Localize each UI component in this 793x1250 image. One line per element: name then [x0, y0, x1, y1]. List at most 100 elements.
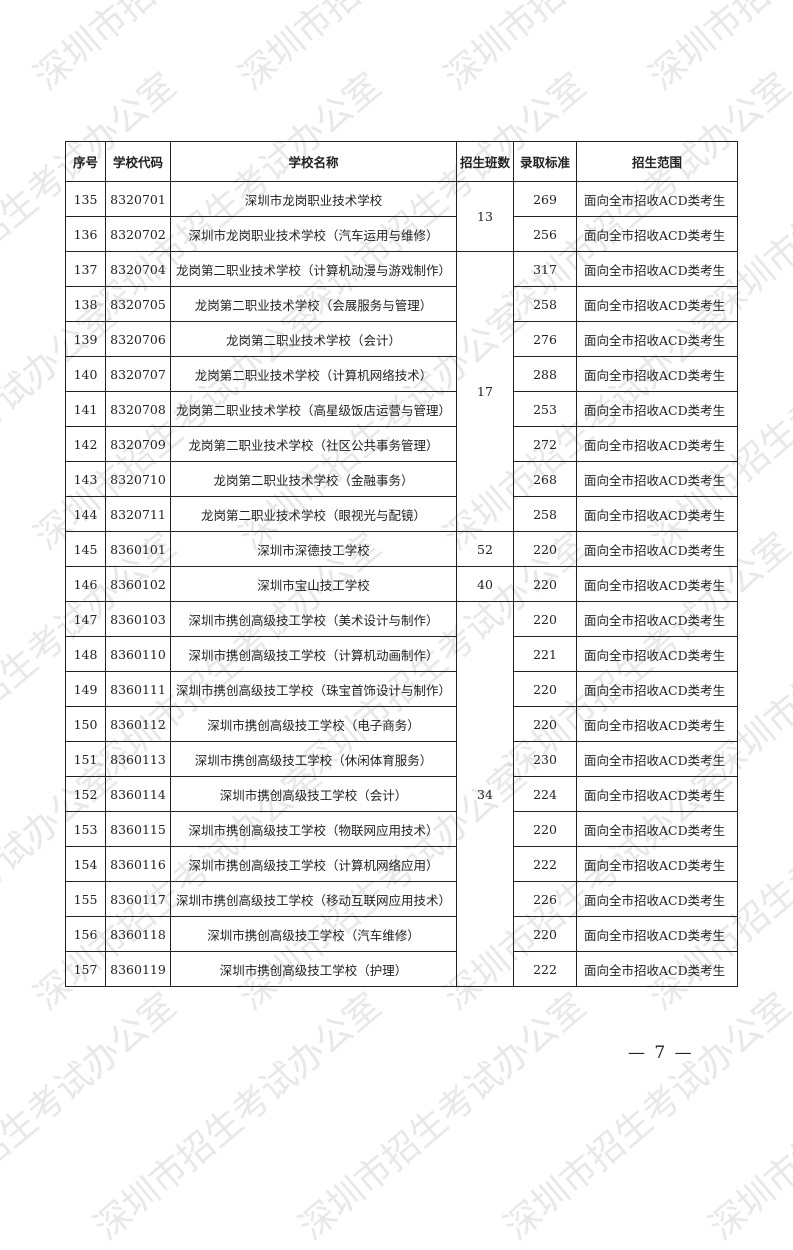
- table-row: 146 8360102 深圳市宝山技工学校 40 220 面向全市招收ACD类考生: [65, 566, 738, 602]
- cell-no: 152: [65, 776, 106, 812]
- cell-enrollment-scope: 面向全市招收ACD类考生: [576, 601, 738, 637]
- cell-school-code: 8360118: [105, 916, 171, 952]
- cell-school-name: 深圳市携创高级技工学校（护理）: [170, 951, 457, 987]
- cell-enrollment-scope: 面向全市招收ACD类考生: [576, 706, 738, 742]
- cell-school-code: 8360115: [105, 811, 171, 847]
- cell-school-code: 8360116: [105, 846, 171, 882]
- table-row: 137 8320704 龙岗第二职业技术学校（计算机动漫与游戏制作） 17 317 面向全…: [65, 251, 738, 532]
- cell-admission-score: 230: [513, 741, 577, 777]
- cell-school-code: 8320711: [105, 496, 171, 532]
- watermark-text: 深圳市招生考试办公室: [701, 985, 793, 1249]
- cell-school-code: 8320705: [105, 286, 171, 322]
- cell-school-name: 龙岗第二职业技术学校（社区公共事务管理）: [170, 426, 457, 462]
- header-scope: 招生范围: [576, 141, 738, 182]
- cell-enrollment-scope: 面向全市招收ACD类考生: [576, 181, 738, 217]
- cell-no: 148: [65, 636, 106, 672]
- cell-no: 146: [65, 566, 106, 602]
- cell-no: 155: [65, 881, 106, 917]
- cell-school-code: 8320709: [105, 426, 171, 462]
- cell-enrollment-scope: 面向全市招收ACD类考生: [576, 216, 738, 252]
- cell-admission-score: 221: [513, 636, 577, 672]
- header-no: 序号: [65, 141, 106, 182]
- cell-school-name: 深圳市携创高级技工学校（计算机网络应用）: [170, 846, 457, 882]
- cell-school-code: 8360119: [105, 951, 171, 987]
- cell-school-code: 8320702: [105, 216, 171, 252]
- cell-school-code: 8360103: [105, 601, 171, 637]
- cell-no: 144: [65, 496, 106, 532]
- cell-no: 157: [65, 951, 106, 987]
- cell-admission-score: 220: [513, 706, 577, 742]
- cell-admission-score: 258: [513, 496, 577, 532]
- cell-school-code: 8360110: [105, 636, 171, 672]
- cell-enrollment-scope: 面向全市招收ACD类考生: [576, 671, 738, 707]
- table-row: 157 8360119 深圳市携创高级技工学校（护理） 222 面向全市招收ACD类考生: [65, 951, 738, 987]
- cell-school-name: 深圳市携创高级技工学校（珠宝首饰设计与制作）: [170, 671, 457, 707]
- cell-no: 153: [65, 811, 106, 847]
- cell-school-name: 深圳市携创高级技工学校（会计）: [170, 776, 457, 812]
- cell-no: 147: [65, 601, 106, 637]
- cell-school-name: 深圳市携创高级技工学校（电子商务）: [170, 706, 457, 742]
- table-row: 156 8360118 深圳市携创高级技工学校（汽车维修） 220 面向全市招收ACD类…: [65, 916, 738, 952]
- watermark-text: 深圳市招生考试办公室: [0, 0, 125, 100]
- cell-school-code: 8320710: [105, 461, 171, 497]
- cell-admission-score: 222: [513, 846, 577, 882]
- cell-school-code: 8360102: [105, 566, 171, 602]
- cell-school-code: 8360111: [105, 671, 171, 707]
- cell-no: 135: [65, 181, 106, 217]
- watermark-text: 深圳市招生考试办公室: [636, 0, 793, 100]
- table-row: 147 8360103 深圳市携创高级技工学校（美术设计与制作） 34 220 面向全市招…: [65, 601, 738, 987]
- cell-admission-score: 220: [513, 531, 577, 567]
- table-row: 148 8360110 深圳市携创高级技工学校（计算机动画制作） 221 面向全市招收A…: [65, 636, 738, 672]
- cell-school-code: 8360112: [105, 706, 171, 742]
- cell-admission-score: 224: [513, 776, 577, 812]
- table-row: 143 8320710 龙岗第二职业技术学校（金融事务） 268 面向全市招收ACD类考…: [65, 461, 738, 497]
- watermark-text: 深圳市招生考试办公室: [496, 985, 793, 1249]
- cell-school-code: 8320708: [105, 391, 171, 427]
- table-row: 152 8360114 深圳市携创高级技工学校（会计） 224 面向全市招收ACD类考生: [65, 776, 738, 812]
- cell-enrollment-scope: 面向全市招收ACD类考生: [576, 356, 738, 392]
- cell-enrollment-scope: 面向全市招收ACD类考生: [576, 776, 738, 812]
- cell-enrollment-scope: 面向全市招收ACD类考生: [576, 461, 738, 497]
- cell-no: 142: [65, 426, 106, 462]
- cell-school-code: 8320704: [105, 251, 171, 287]
- table-header-row: 序号 学校代码 学校名称 招生班数 录取标准 招生范围: [65, 141, 738, 182]
- watermark-text: 深圳市招生考试办公室: [226, 0, 535, 100]
- cell-school-name: 深圳市龙岗职业技术学校: [170, 181, 457, 217]
- cell-enrollment-scope: 面向全市招收ACD类考生: [576, 741, 738, 777]
- header-name: 学校名称: [170, 141, 457, 182]
- cell-no: 156: [65, 916, 106, 952]
- cell-no: 141: [65, 391, 106, 427]
- cell-enrollment-scope: 面向全市招收ACD类考生: [576, 321, 738, 357]
- admission-table: 序号 学校代码 学校名称 招生班数 录取标准 招生范围 135 8320701 深圳…: [65, 141, 738, 987]
- cell-school-name: 龙岗第二职业技术学校（高星级饭店运营与管理）: [170, 391, 457, 427]
- table-row: 149 8360111 深圳市携创高级技工学校（珠宝首饰设计与制作） 220 面向全市招…: [65, 671, 738, 707]
- cell-no: 145: [65, 531, 106, 567]
- watermark-text: 深圳市招生考试办公室: [86, 985, 389, 1249]
- cell-school-name: 龙岗第二职业技术学校（会计）: [170, 321, 457, 357]
- cell-school-code: 8360101: [105, 531, 171, 567]
- cell-no: 139: [65, 321, 106, 357]
- header-code: 学校代码: [105, 141, 171, 182]
- cell-admission-score: 288: [513, 356, 577, 392]
- cell-school-code: 8320701: [105, 181, 171, 217]
- page-number: — 7 —: [628, 1043, 694, 1063]
- table-row: 141 8320708 龙岗第二职业技术学校（高星级饭店运营与管理） 253 面向全市招…: [65, 391, 738, 427]
- cell-admission-score: 220: [513, 601, 577, 637]
- cell-school-code: 8360117: [105, 881, 171, 917]
- table-row: 139 8320706 龙岗第二职业技术学校（会计） 276 面向全市招收ACD类考生: [65, 321, 738, 357]
- cell-class-count: 34: [456, 601, 514, 987]
- cell-school-name: 龙岗第二职业技术学校（会展服务与管理）: [170, 286, 457, 322]
- cell-enrollment-scope: 面向全市招收ACD类考生: [576, 636, 738, 672]
- table-row: 151 8360113 深圳市携创高级技工学校（休闲体育服务） 230 面向全市招收AC…: [65, 741, 738, 777]
- cell-admission-score: 272: [513, 426, 577, 462]
- cell-enrollment-scope: 面向全市招收ACD类考生: [576, 811, 738, 847]
- cell-class-count: 17: [456, 251, 514, 532]
- table-row: 154 8360116 深圳市携创高级技工学校（计算机网络应用） 222 面向全市招收A…: [65, 846, 738, 882]
- cell-school-name: 龙岗第二职业技术学校（计算机动漫与游戏制作）: [170, 251, 457, 287]
- table-row: 145 8360101 深圳市深德技工学校 52 220 面向全市招收ACD类考生: [65, 531, 738, 567]
- table-row: 136 8320702 深圳市龙岗职业技术学校（汽车运用与维修） 256 面向全市招收A…: [65, 216, 738, 252]
- cell-school-name: 深圳市携创高级技工学校（美术设计与制作）: [170, 601, 457, 637]
- cell-school-name: 深圳市携创高级技工学校（休闲体育服务）: [170, 741, 457, 777]
- cell-school-name: 深圳市携创高级技工学校（汽车维修）: [170, 916, 457, 952]
- cell-enrollment-scope: 面向全市招收ACD类考生: [576, 426, 738, 462]
